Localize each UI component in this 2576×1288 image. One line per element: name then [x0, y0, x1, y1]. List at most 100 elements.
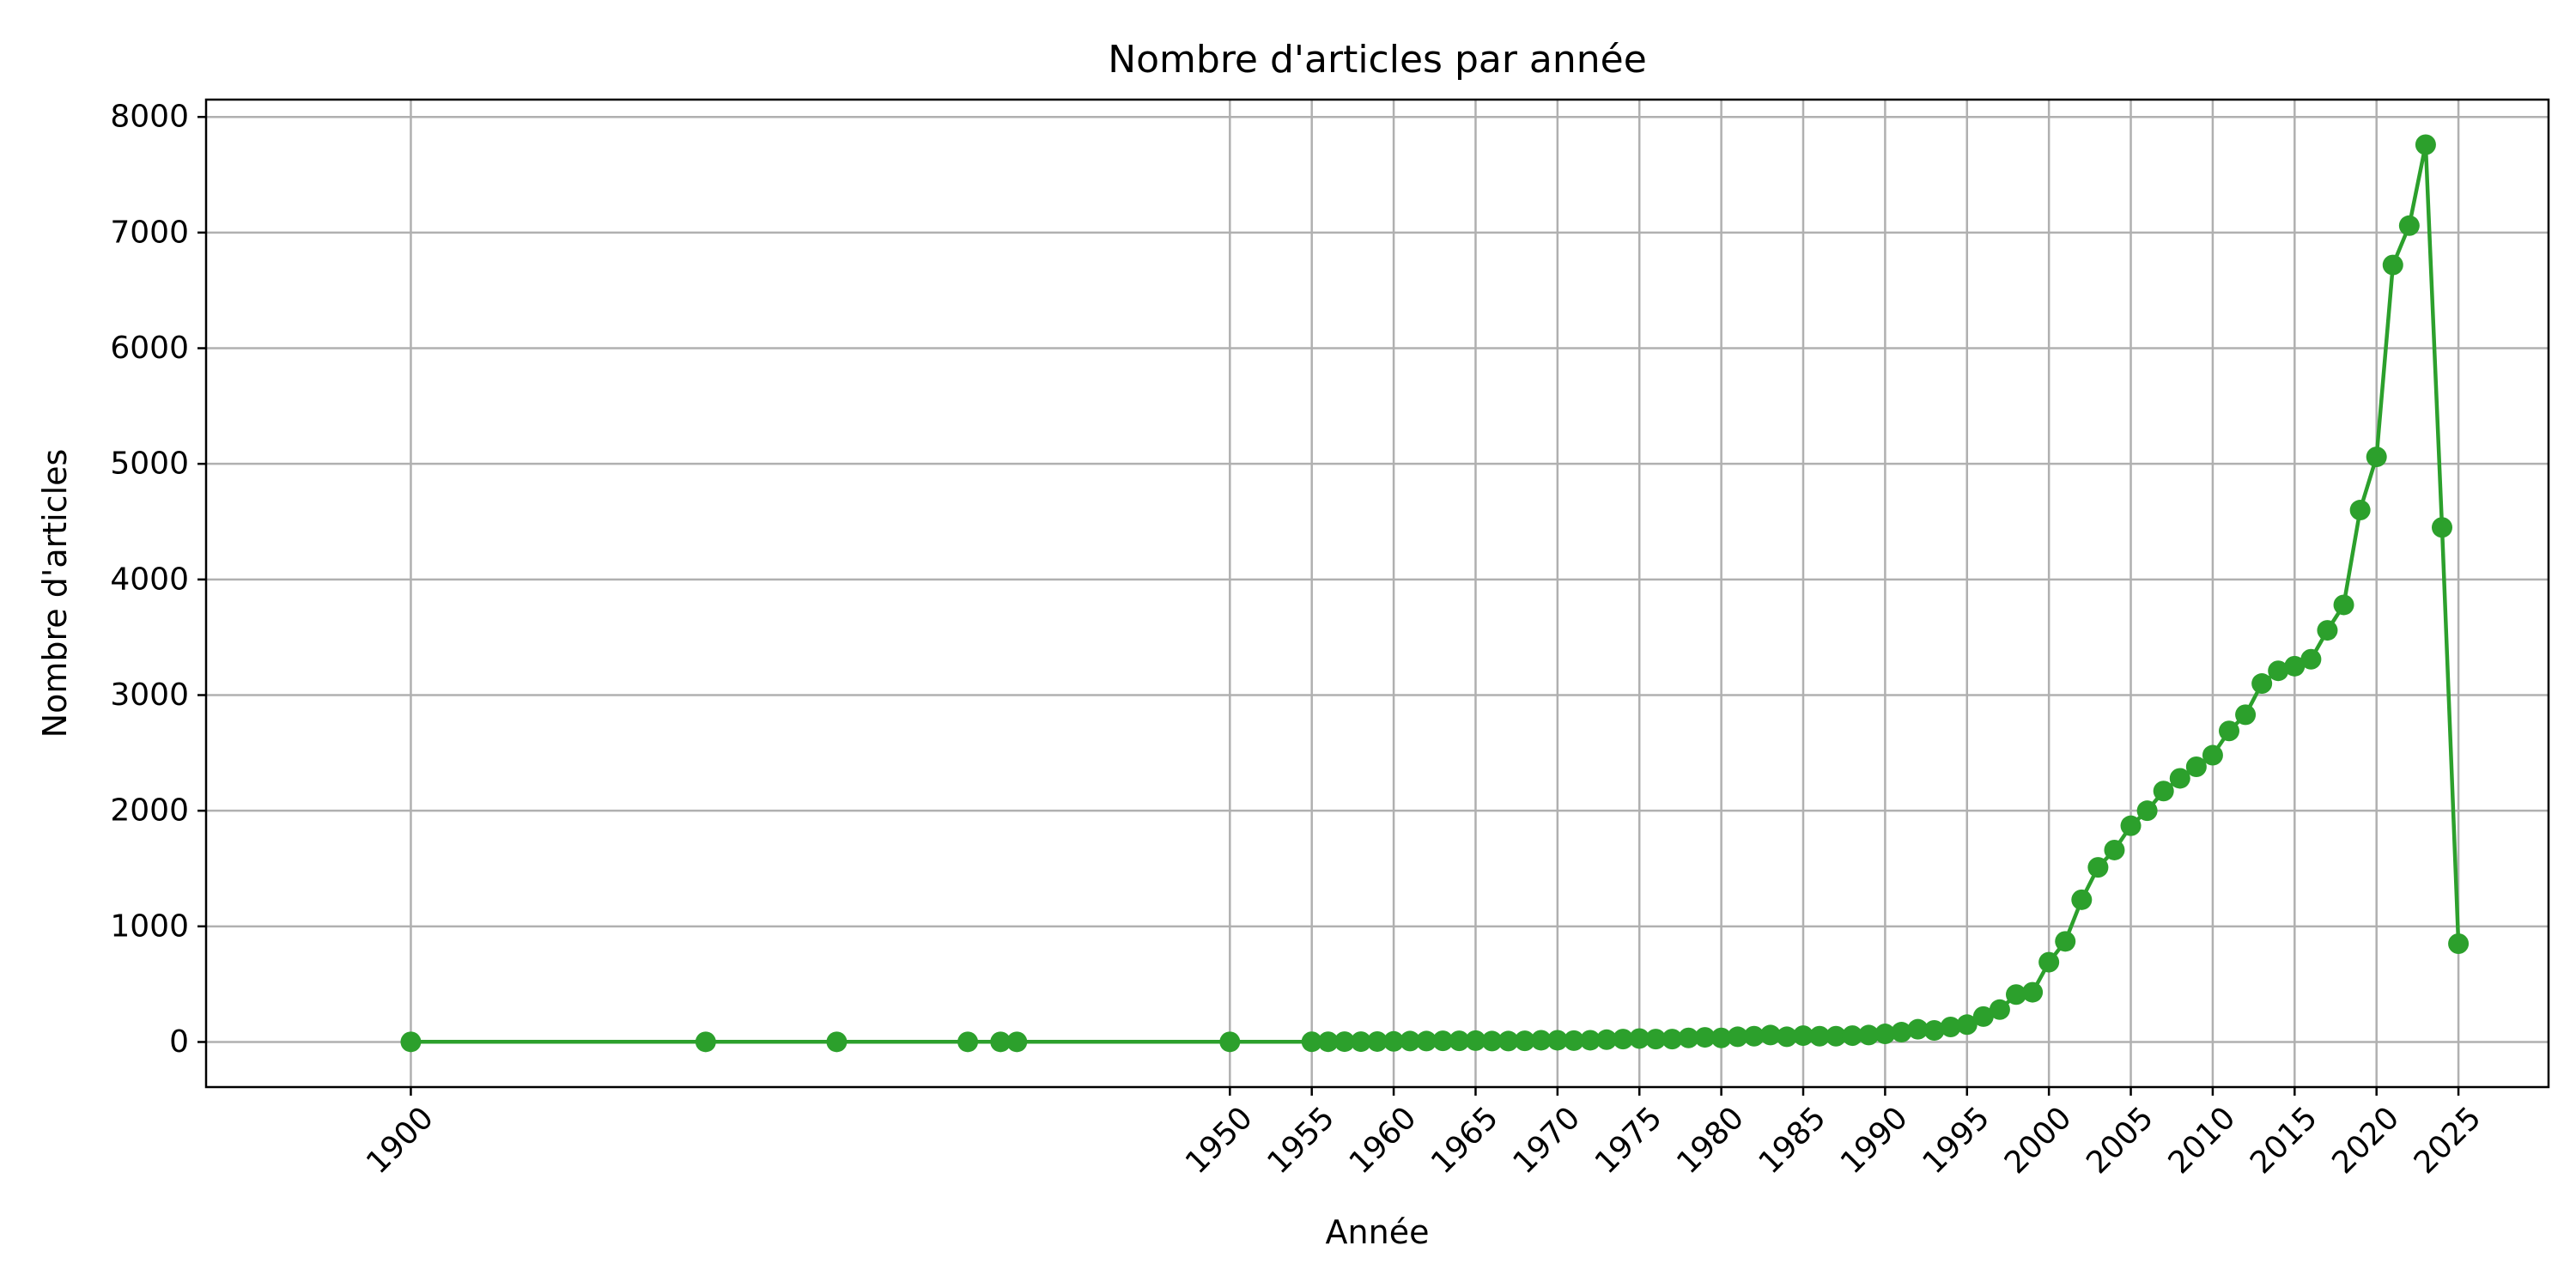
- data-point: [2317, 620, 2338, 641]
- data-point: [2382, 254, 2403, 276]
- data-point: [1432, 1030, 1454, 1052]
- x-tick-label: 1980: [1670, 1100, 1751, 1181]
- data-point: [2185, 756, 2207, 777]
- x-tick-label: 1950: [1179, 1100, 1260, 1181]
- data-point: [1776, 1026, 1797, 1048]
- data-point: [2219, 720, 2239, 742]
- data-point: [1989, 999, 2010, 1020]
- x-tick-label: 1985: [1753, 1100, 1833, 1181]
- data-point: [2432, 517, 2452, 538]
- data-point: [1563, 1030, 1584, 1051]
- y-tick-label: 4000: [110, 562, 189, 597]
- data-point: [2300, 648, 2322, 670]
- chart-title: Nombre d'articles par année: [1108, 38, 1647, 82]
- data-point: [2104, 839, 2125, 860]
- data-point: [1923, 1020, 1945, 1042]
- data-point: [2366, 447, 2387, 468]
- y-tick-label: 8000: [110, 100, 189, 135]
- data-point: [1826, 1025, 1847, 1047]
- data-point: [1465, 1030, 1486, 1051]
- data-point: [1759, 1024, 1781, 1046]
- data-point: [1301, 1031, 1322, 1053]
- data-point: [1416, 1030, 1437, 1052]
- data-point: [2349, 500, 2371, 521]
- data-point: [1596, 1029, 1618, 1050]
- data-point: [957, 1031, 979, 1053]
- data-point: [1727, 1026, 1748, 1048]
- data-point: [1367, 1030, 1388, 1052]
- data-point: [2398, 215, 2420, 236]
- grid: [206, 100, 2549, 1087]
- data-point: [1858, 1024, 1880, 1046]
- data-point: [1449, 1030, 1470, 1052]
- data-point: [2284, 655, 2306, 677]
- y-tick-label: 7000: [110, 215, 189, 250]
- x-tick-label: 1975: [1589, 1100, 1669, 1181]
- data-point: [1530, 1030, 1552, 1051]
- x-tick-label: 1995: [1916, 1100, 1996, 1181]
- x-tick-label: 2025: [2408, 1100, 2488, 1181]
- data-point: [1613, 1029, 1634, 1050]
- y-tick-label: 0: [169, 1024, 189, 1060]
- x-tick-label: 2010: [2162, 1100, 2243, 1181]
- data-point: [1891, 1022, 1912, 1043]
- data-point: [2153, 781, 2174, 802]
- data-point: [1514, 1030, 1535, 1052]
- data-point: [1907, 1018, 1929, 1040]
- x-tick-label: 1990: [1834, 1100, 1915, 1181]
- data-point: [990, 1031, 1012, 1053]
- x-axis-label: Année: [1326, 1213, 1430, 1251]
- x-tick-label: 1965: [1425, 1100, 1505, 1181]
- data-point: [2120, 815, 2142, 836]
- data-point: [1956, 1014, 1978, 1036]
- data-point: [2071, 889, 2093, 910]
- y-tick-label: 5000: [110, 447, 189, 482]
- x-tick-label: 2015: [2244, 1100, 2324, 1181]
- y-axis: 0 1000 2000 3000 4000 5000 6000 7000 8000: [110, 100, 206, 1060]
- data-point: [1809, 1025, 1831, 1047]
- data-point: [2202, 744, 2223, 766]
- data-point: [1219, 1031, 1241, 1053]
- data-point: [695, 1031, 716, 1053]
- data-point: [2006, 984, 2026, 1005]
- data-point: [2038, 951, 2060, 973]
- data-point: [2136, 800, 2158, 822]
- data-point: [1629, 1028, 1650, 1049]
- data-point: [1580, 1030, 1601, 1051]
- y-tick-label: 2000: [110, 793, 189, 829]
- plot-frame: [204, 98, 2550, 1089]
- x-tick-label: 1970: [1507, 1100, 1588, 1181]
- x-tick-label: 2000: [1998, 1100, 2079, 1181]
- data-point: [1317, 1031, 1339, 1053]
- data-point: [1694, 1027, 1716, 1048]
- data-point: [2235, 704, 2257, 726]
- series-layer: [400, 134, 2470, 1053]
- data-point: [1793, 1025, 1814, 1047]
- data-point: [1710, 1027, 1732, 1048]
- x-tick-label: 2020: [2325, 1100, 2406, 1181]
- data-point: [826, 1031, 848, 1053]
- data-point: [1481, 1030, 1503, 1052]
- data-point: [1006, 1031, 1028, 1053]
- data-point: [1743, 1025, 1765, 1047]
- data-point: [1972, 1005, 1994, 1027]
- data-point: [2087, 857, 2109, 878]
- x-axis: 1900 1950 1955 1960 1965 1970 1975 1980 1985 1990…: [360, 1087, 2488, 1181]
- data-point: [2169, 768, 2190, 789]
- y-tick-label: 3000: [110, 677, 189, 713]
- data-point: [2251, 673, 2273, 695]
- data-point: [2415, 134, 2436, 155]
- x-tick-label: 1900: [360, 1100, 440, 1181]
- series-line: [410, 143, 2461, 1044]
- data-point: [1350, 1031, 1371, 1053]
- x-tick-label: 2005: [2080, 1100, 2160, 1181]
- data-point: [1662, 1029, 1683, 1050]
- data-point: [1940, 1016, 1961, 1037]
- x-tick-label: 1960: [1343, 1100, 1424, 1181]
- data-point: [1400, 1030, 1421, 1052]
- data-point: [1334, 1031, 1355, 1053]
- data-point: [1645, 1029, 1667, 1050]
- data-point: [2333, 594, 2354, 616]
- data-point: [2055, 931, 2076, 952]
